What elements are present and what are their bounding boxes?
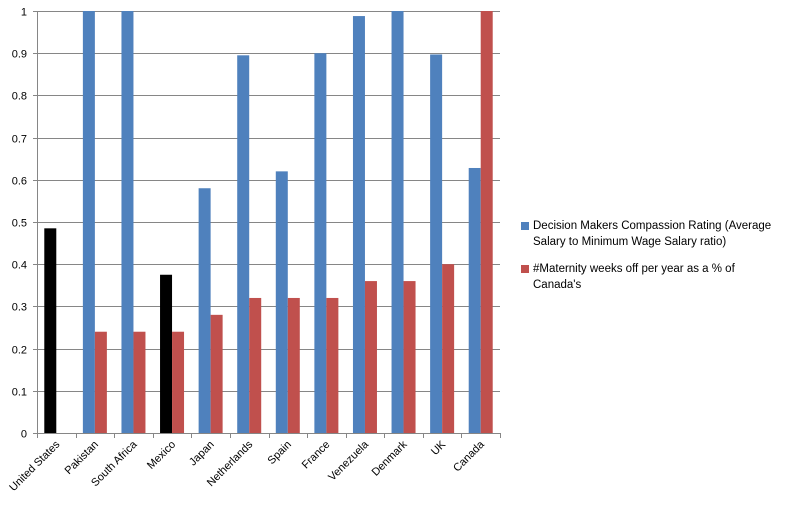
x-tick-label: Pakistan — [63, 439, 101, 477]
bar-maternity — [326, 297, 339, 433]
x-tick-label: Japan — [187, 439, 217, 469]
bar-maternity — [480, 11, 493, 433]
legend-label: Decision Makers Compassion Rating (Avera… — [533, 220, 772, 248]
legend-item-compassion: Decision Makers Compassion Rating (Avera… — [521, 218, 786, 250]
x-tick-label: United States — [7, 438, 63, 494]
y-tick-label: 0.8 — [12, 91, 27, 103]
y-tick-label: 0.9 — [12, 49, 27, 61]
bar-compassion — [468, 167, 481, 433]
bars — [44, 11, 493, 434]
bar-compassion — [352, 16, 365, 434]
bar-compassion — [314, 53, 327, 433]
bar-maternity — [364, 281, 377, 433]
legend-swatch-red — [521, 265, 529, 273]
y-tick-label: 0.6 — [12, 176, 27, 188]
x-tick-label: Denmark — [370, 438, 410, 478]
bar-compassion — [121, 11, 134, 433]
x-tick-label: Mexico — [145, 439, 178, 472]
bar-compassion — [44, 228, 57, 433]
bar-maternity — [133, 331, 146, 433]
legend: Decision Makers Compassion Rating (Avera… — [521, 218, 786, 304]
bar-maternity — [442, 264, 455, 433]
x-tick-label: Venezuela — [326, 438, 371, 483]
x-tick-label: UK — [429, 438, 449, 458]
legend-item-maternity: #Maternity weeks off per year as a % of … — [521, 261, 786, 293]
y-tick-label: 0 — [21, 429, 27, 441]
x-tick-label: Canada — [451, 438, 487, 474]
x-tick-label: Spain — [266, 439, 294, 467]
bar-maternity — [210, 314, 223, 433]
y-tick-label: 0.1 — [12, 387, 27, 399]
bar-maternity — [249, 297, 262, 433]
gridlines — [37, 11, 500, 392]
bar-compassion — [430, 54, 443, 433]
bar-maternity — [172, 331, 185, 433]
x-tick-label: France — [300, 439, 333, 472]
y-tick-label: 1 — [21, 7, 27, 19]
bar-compassion — [198, 188, 211, 433]
bar-maternity — [403, 281, 416, 433]
bar-compassion — [275, 171, 288, 434]
legend-swatch-blue — [521, 222, 529, 230]
y-tick-label: 0.5 — [12, 218, 27, 230]
bar-compassion — [82, 11, 95, 433]
y-tick-label: 0.3 — [12, 302, 27, 314]
y-tick-label: 0.2 — [12, 345, 27, 357]
bar-compassion — [237, 55, 250, 434]
bar-compassion — [160, 274, 173, 433]
y-tick-label: 0.4 — [12, 260, 27, 272]
y-tick-labels: 0 0.1 0.2 0.3 0.4 0.5 0.6 0.7 0.8 0.9 1 — [12, 7, 27, 441]
bar-maternity — [94, 331, 107, 433]
bar-compassion — [391, 11, 404, 433]
legend-label: #Maternity weeks off per year as a % of … — [533, 263, 735, 291]
bar-maternity — [287, 297, 300, 433]
y-tick-label: 0.7 — [12, 134, 27, 146]
axes — [33, 11, 501, 438]
